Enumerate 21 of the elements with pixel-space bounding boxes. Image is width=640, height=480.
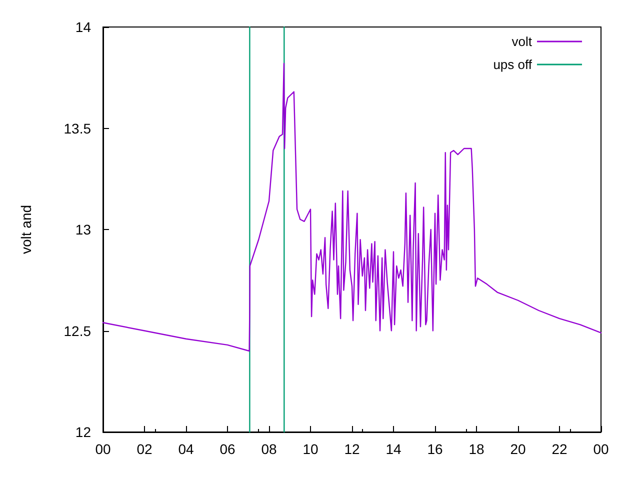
y-axis-title: volt and [18,204,34,254]
x-tick-label: 08 [261,441,277,457]
y-tick-label: 13 [75,222,92,238]
x-tick-label: 12 [344,441,360,457]
y-tick-label: 14 [75,19,92,35]
y-tick-label: 12 [75,424,92,440]
x-tick-label: 16 [427,441,443,457]
x-tick-label: 14 [386,441,402,457]
legend-label: ups off [493,57,532,72]
x-tick-label: 10 [302,441,318,457]
x-tick-label: 02 [136,441,152,457]
x-tick-label: 20 [510,441,526,457]
x-tick-label: 04 [178,441,194,457]
x-tick-label: 06 [220,441,236,457]
x-tick-label: 00 [593,441,609,457]
x-tick-label: 22 [552,441,568,457]
y-tick-label: 13.5 [64,120,92,136]
x-tick-label: 18 [468,441,484,457]
y-tick-label: 12.5 [64,322,92,339]
x-tick-label: 00 [95,441,111,457]
legend-label: volt [512,34,532,49]
